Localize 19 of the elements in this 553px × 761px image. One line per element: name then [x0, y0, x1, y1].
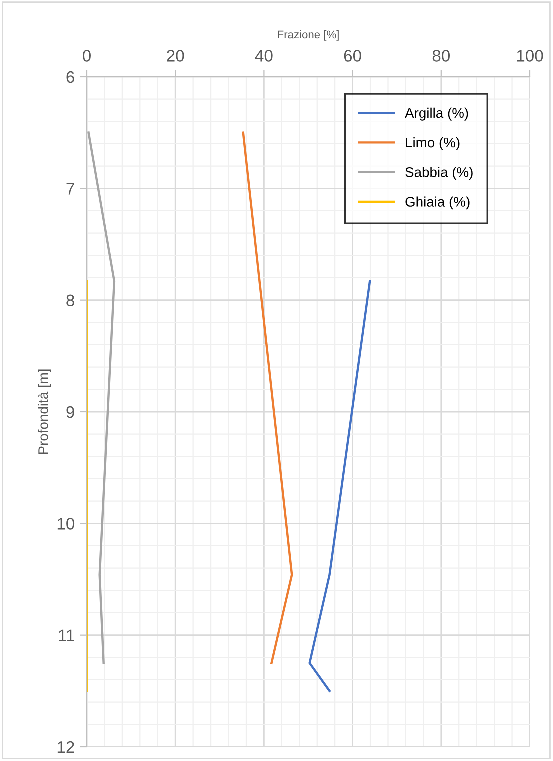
- legend-label: Ghiaia (%): [406, 196, 470, 210]
- y-tick-label: 12: [58, 741, 74, 754]
- x-tick-label: 60: [344, 50, 362, 62]
- y-axis-title: Profondità [m]: [38, 370, 52, 454]
- legend-label: Limo (%): [406, 137, 460, 150]
- y-tick-label: 8: [66, 294, 74, 307]
- y-tick-label: 10: [58, 518, 75, 530]
- x-tick-label: 20: [167, 50, 184, 62]
- x-tick-label: 100: [517, 50, 544, 62]
- x-tick-label: 80: [432, 50, 450, 62]
- y-tick-label: 7: [66, 183, 74, 195]
- y-tick-label: 9: [66, 406, 74, 418]
- y-tick-label: 6: [66, 71, 74, 84]
- x-tick-label: 0: [83, 50, 91, 62]
- x-tick-label: 40: [255, 50, 273, 62]
- legend-label: Sabbia (%): [406, 167, 473, 180]
- legend-label: Argilla (%): [405, 108, 468, 121]
- x-axis-title: Frazione [%]: [278, 30, 339, 41]
- y-tick-label: 11: [59, 630, 74, 642]
